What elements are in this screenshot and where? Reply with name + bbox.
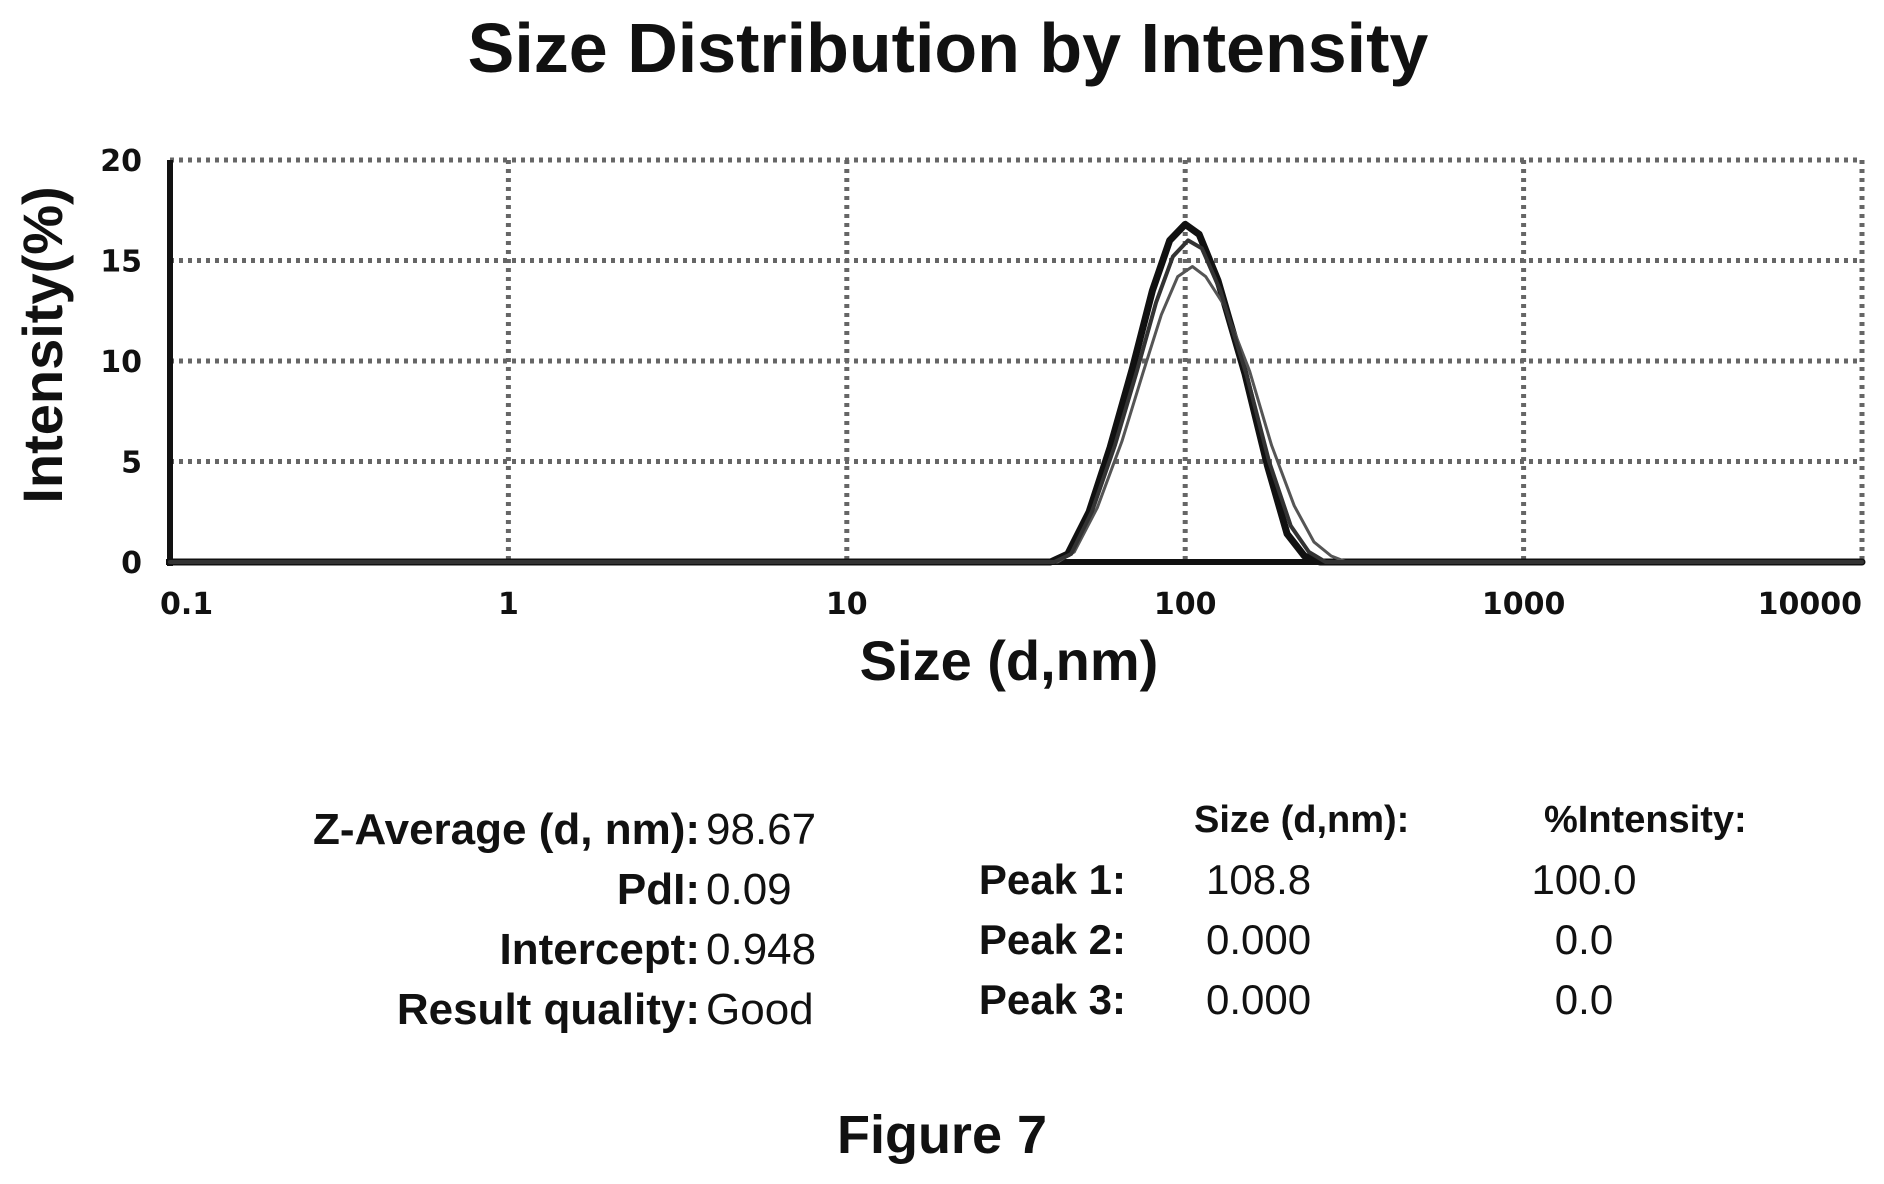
z-average-label: Z-Average (d, nm): [312, 805, 700, 854]
figure-caption: Figure 7 [836, 1105, 1048, 1165]
grid-lines [167, 157, 1865, 565]
pdi-row: PdI: 0.09 [0, 860, 1884, 920]
measurement-summary: Z-Average (d, nm): 98.67 PdI: 0.09 Inter… [0, 770, 1884, 1070]
x-tick-label: 0.1 [160, 587, 213, 622]
x-tick-label: 100 [1154, 587, 1217, 622]
x-tick-labels: 0.1 1 10 100 1000 10000 [160, 587, 1862, 622]
axes [166, 160, 1862, 566]
peak-row: Peak 2: 0.000 0.0 [0, 910, 1884, 970]
series-lines [166, 220, 1866, 566]
pdi-label: PdI: [616, 865, 700, 914]
y-tick-label: 0 [121, 546, 142, 581]
y-tick-label: 5 [121, 446, 142, 481]
y-axis-label: Intensity(%) [11, 186, 74, 503]
intensity-column-header: %Intensity: [1544, 799, 1747, 841]
x-tick-label: 10000 [1758, 587, 1862, 622]
y-tick-labels: 0 5 10 15 20 [100, 144, 142, 581]
x-tick-label: 1 [498, 587, 519, 622]
peak-size: 108.8 [1206, 856, 1312, 903]
peak-size: 0.000 [1206, 976, 1312, 1023]
peak-label: Peak 1: [978, 856, 1126, 903]
x-tick-label: 1000 [1482, 587, 1566, 622]
z-average-value: 98.67 [706, 805, 817, 854]
intercept-row: Intercept: 0.948 [0, 920, 1884, 980]
y-tick-label: 20 [100, 144, 142, 179]
series-line [168, 238, 1864, 564]
peak-label: Peak 3: [978, 976, 1126, 1023]
x-axis-label: Size (d,nm) [860, 629, 1159, 692]
y-tick-label: 10 [100, 345, 142, 380]
peak-size: 0.000 [1206, 916, 1312, 963]
series-line [168, 265, 1864, 564]
series-line [166, 220, 1866, 566]
peak-row: Peak 1: 108.8 100.0 [0, 850, 1884, 910]
x-tick-label: 10 [826, 587, 868, 622]
intercept-label: Intercept: [499, 925, 700, 974]
intercept-value: 0.948 [706, 925, 817, 974]
z-average-row: Z-Average (d, nm): 98.67 [0, 800, 1884, 860]
peak-intensity: 100.0 [1531, 856, 1637, 903]
result-quality-value: Good [706, 985, 814, 1034]
peak-row: Peak 3: 0.000 0.0 [0, 970, 1884, 1030]
y-tick-label: 15 [100, 245, 142, 280]
result-quality-label: Result quality: [396, 985, 700, 1034]
pdi-value: 0.09 [706, 865, 792, 914]
result-quality-row: Result quality: Good [0, 980, 1884, 1040]
size-column-header: Size (d,nm): [1194, 799, 1410, 841]
peak-intensity: 0.0 [1554, 916, 1614, 963]
size-distribution-chart: Size Distribution by Intensity 0.1 1 10 100… [11, 9, 1866, 692]
peak-label: Peak 2: [978, 916, 1126, 963]
chart-title: Size Distribution by Intensity [468, 9, 1429, 87]
peak-intensity: 0.0 [1554, 976, 1614, 1023]
